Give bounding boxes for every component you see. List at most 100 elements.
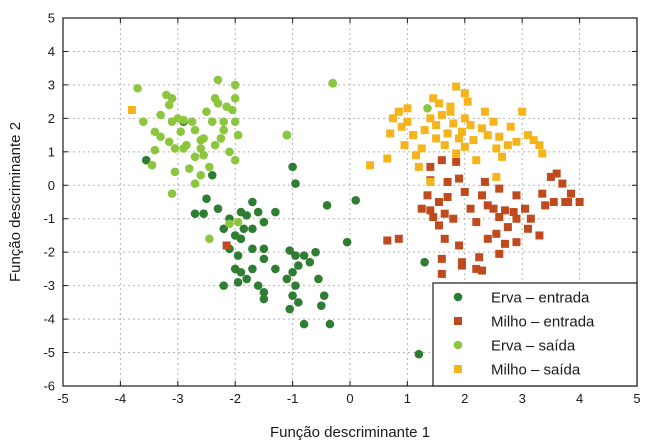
data-point	[317, 301, 326, 311]
data-point	[248, 264, 257, 274]
legend-label: Erva – entrada	[491, 290, 590, 307]
data-point	[253, 281, 263, 290]
data-point	[259, 254, 269, 264]
data-point	[342, 237, 352, 247]
x-tick-label: -1	[287, 391, 299, 406]
data-point	[521, 204, 530, 213]
data-point	[440, 234, 449, 243]
data-point	[239, 224, 249, 234]
data-point	[455, 174, 464, 183]
data-point	[429, 94, 438, 103]
data-point	[233, 217, 243, 227]
data-point	[457, 261, 466, 270]
legend-marker	[454, 365, 462, 373]
data-point	[205, 162, 214, 172]
data-point	[167, 189, 177, 198]
data-point	[236, 267, 246, 277]
data-point	[219, 281, 229, 290]
legend-label: Erva – saída	[491, 338, 576, 355]
data-point	[495, 249, 504, 258]
data-point	[452, 157, 461, 166]
data-point	[397, 122, 406, 131]
data-point	[566, 189, 575, 198]
data-point	[518, 107, 527, 116]
data-point	[434, 221, 443, 230]
data-point	[535, 141, 544, 150]
data-point	[483, 131, 492, 140]
legend-item: Erva – entrada	[453, 290, 590, 307]
x-tick-label: -2	[229, 391, 241, 406]
data-point	[150, 127, 160, 137]
data-point	[549, 198, 558, 206]
data-point	[426, 162, 435, 171]
data-point	[449, 119, 458, 128]
data-point	[219, 125, 229, 135]
data-point	[483, 234, 492, 243]
x-tick-label: -5	[57, 391, 69, 406]
data-point	[417, 144, 426, 153]
data-point	[546, 172, 555, 181]
data-point	[480, 107, 489, 116]
data-point	[259, 294, 269, 304]
data-point	[202, 107, 211, 116]
legend-label: Milho – saída	[491, 362, 581, 379]
data-point	[288, 162, 297, 172]
data-point	[196, 170, 206, 180]
data-point	[236, 234, 246, 244]
data-point	[291, 281, 300, 290]
data-point	[222, 241, 231, 250]
x-tick-label: 3	[519, 391, 526, 406]
data-point	[164, 100, 174, 110]
data-point	[184, 164, 194, 173]
data-point	[503, 141, 512, 150]
legend-box	[432, 282, 638, 387]
data-point	[190, 152, 200, 162]
data-point	[187, 117, 197, 127]
data-point	[202, 194, 211, 203]
y-tick-label: 0	[48, 178, 55, 193]
data-point	[305, 257, 315, 267]
data-point	[386, 129, 395, 138]
data-point	[213, 75, 223, 85]
data-point	[328, 78, 338, 88]
x-tick-label: 5	[633, 391, 640, 406]
data-point	[383, 154, 392, 163]
data-point	[225, 147, 234, 157]
y-tick-label: -2	[43, 245, 55, 260]
data-point	[414, 349, 424, 359]
data-point	[506, 122, 515, 131]
data-point	[259, 244, 269, 254]
data-point	[492, 229, 501, 238]
data-point	[319, 291, 329, 300]
data-point	[426, 177, 435, 186]
data-point	[478, 124, 487, 133]
data-point	[170, 144, 180, 153]
data-point	[199, 150, 208, 160]
y-tick-label: -1	[43, 211, 55, 226]
data-point	[288, 291, 297, 300]
data-point	[176, 127, 185, 137]
data-point	[483, 201, 492, 210]
data-point	[190, 125, 200, 135]
data-point	[440, 141, 449, 150]
legend-marker	[453, 292, 463, 302]
data-point	[414, 162, 423, 171]
legend-marker	[454, 317, 462, 325]
data-point	[498, 152, 507, 161]
data-point	[492, 144, 501, 153]
data-point	[434, 99, 443, 108]
data-point	[207, 117, 217, 127]
data-point	[314, 274, 323, 284]
data-point	[492, 172, 501, 181]
data-point	[150, 145, 160, 155]
data-point	[509, 208, 518, 217]
data-point	[242, 274, 251, 284]
x-tick-label: -3	[172, 391, 184, 406]
legend-item: Milho – entrada	[454, 314, 595, 331]
data-point	[535, 231, 544, 240]
data-point	[311, 247, 320, 257]
data-point	[288, 267, 297, 277]
legend: Erva – entrada Milho – entrada Erva – saíd…	[432, 282, 638, 387]
